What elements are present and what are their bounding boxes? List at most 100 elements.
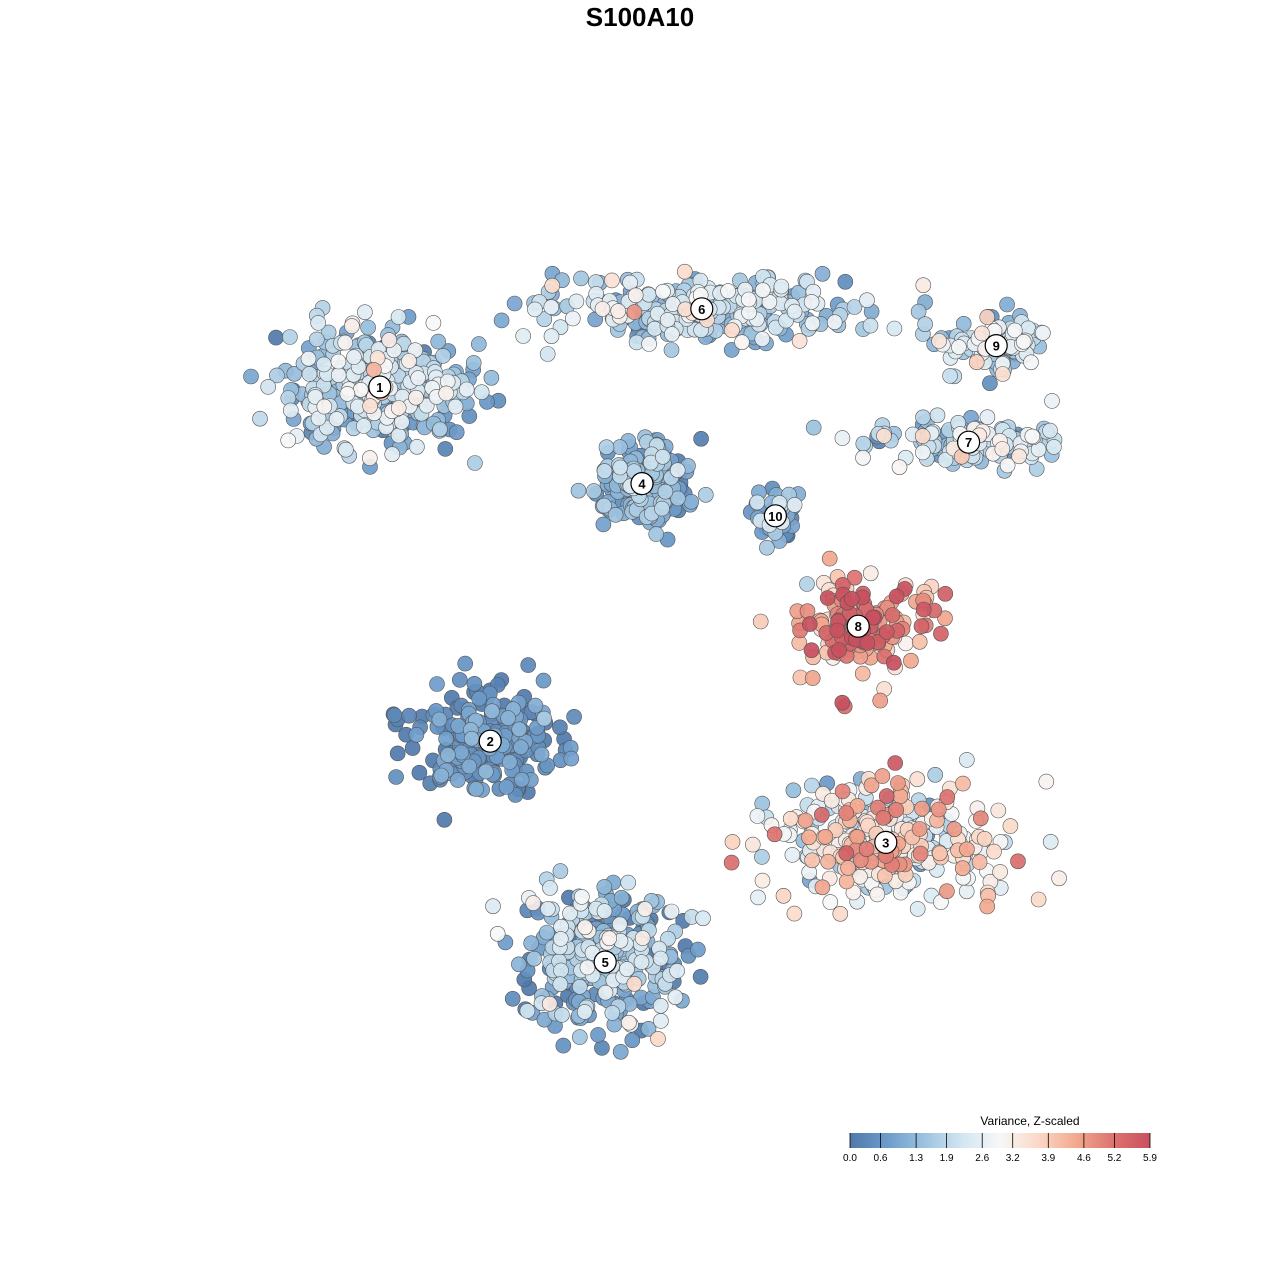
- cell-point: [804, 852, 820, 869]
- cell-point: [308, 331, 325, 348]
- cell-point: [627, 287, 644, 304]
- cell-point: [513, 739, 529, 756]
- cell-point: [885, 654, 902, 671]
- cell-point: [660, 930, 676, 947]
- cluster-label-text: 7: [965, 435, 972, 450]
- cell-point: [773, 278, 790, 295]
- cell-point: [483, 369, 500, 386]
- cell-point: [470, 336, 487, 352]
- cell-point: [544, 277, 561, 294]
- cell-point: [813, 806, 830, 823]
- cell-point: [915, 601, 932, 618]
- colorbar-gradient: [850, 1133, 1150, 1148]
- cell-point: [610, 303, 627, 319]
- cell-point: [849, 798, 866, 814]
- cell-point: [723, 854, 740, 871]
- cluster-label-text: 1: [376, 380, 383, 395]
- cell-point: [797, 812, 814, 829]
- cell-point: [612, 459, 629, 476]
- cell-point: [986, 843, 1002, 860]
- colorbar-title: Variance, Z-scaled: [980, 1114, 1080, 1128]
- cell-point: [946, 821, 963, 838]
- cell-point: [805, 419, 822, 436]
- cell-point: [859, 635, 876, 651]
- cell-point: [667, 989, 684, 1006]
- cluster-label-text: 4: [638, 477, 646, 492]
- cell-point: [539, 924, 555, 941]
- cell-point: [523, 935, 540, 952]
- cell-point: [390, 309, 407, 325]
- cell-point: [641, 336, 657, 352]
- cell-point: [826, 314, 843, 331]
- cell-point: [992, 864, 1008, 880]
- cell-point: [467, 455, 483, 471]
- cell-point: [913, 618, 930, 635]
- chart-title: S100A10: [585, 2, 695, 32]
- cell-point: [471, 690, 488, 707]
- cell-point: [849, 829, 866, 845]
- cell-point: [804, 315, 821, 332]
- cell-point: [695, 910, 711, 927]
- cell-point: [979, 409, 996, 426]
- cell-point: [974, 325, 990, 342]
- cell-point: [478, 763, 494, 780]
- cell-point: [601, 930, 618, 947]
- cell-point: [390, 400, 407, 416]
- cell-point: [785, 782, 802, 799]
- cell-point: [430, 333, 447, 350]
- cell-point: [361, 450, 378, 466]
- cell-point: [484, 703, 500, 720]
- cell-point: [269, 367, 285, 384]
- cell-point: [449, 772, 466, 788]
- cell-point: [526, 950, 542, 967]
- cell-point: [994, 441, 1011, 457]
- cell-point: [749, 808, 766, 824]
- cluster-label-3: 3: [874, 830, 898, 855]
- cell-point: [911, 633, 928, 650]
- cell-point: [657, 483, 674, 500]
- cell-point: [915, 409, 931, 426]
- cell-point: [506, 295, 523, 312]
- cell-point: [543, 299, 560, 315]
- cell-point: [519, 1003, 536, 1019]
- cell-point: [972, 810, 989, 827]
- cell-point: [381, 332, 398, 348]
- cell-point: [357, 304, 373, 321]
- colorbar-tick-label: 5.2: [1107, 1153, 1121, 1164]
- cell-point: [607, 506, 624, 523]
- cell-point: [268, 329, 284, 346]
- cell-point: [437, 441, 454, 457]
- cell-point: [511, 956, 527, 973]
- colorbar-tick-label: 2.6: [975, 1153, 989, 1164]
- cell-point: [619, 961, 635, 977]
- cell-point: [252, 410, 268, 427]
- cell-point: [282, 329, 298, 345]
- cell-point: [917, 316, 933, 333]
- cell-point: [438, 730, 454, 747]
- cluster-label-9: 9: [984, 334, 1008, 358]
- cell-point: [282, 402, 299, 419]
- cell-point: [410, 370, 426, 386]
- cell-point: [744, 836, 761, 853]
- cell-point: [598, 439, 615, 456]
- cell-point: [300, 350, 317, 367]
- cell-point: [316, 356, 332, 373]
- cell-point: [554, 1007, 570, 1023]
- cell-point: [683, 493, 700, 510]
- cell-point: [892, 788, 909, 805]
- cluster-label-marker: [763, 504, 788, 528]
- cell-point: [749, 494, 766, 511]
- cell-point: [914, 428, 931, 444]
- cell-point: [844, 591, 860, 607]
- cell-point: [799, 576, 815, 592]
- cell-point: [999, 296, 1015, 313]
- cell-point: [862, 317, 879, 334]
- cluster-label-marker: [478, 729, 502, 753]
- cell-point: [1038, 773, 1055, 790]
- cell-point: [999, 457, 1016, 474]
- cell-point: [328, 411, 345, 427]
- cluster-label-marker: [368, 375, 392, 399]
- cell-point: [633, 954, 650, 970]
- cell-point: [817, 828, 834, 845]
